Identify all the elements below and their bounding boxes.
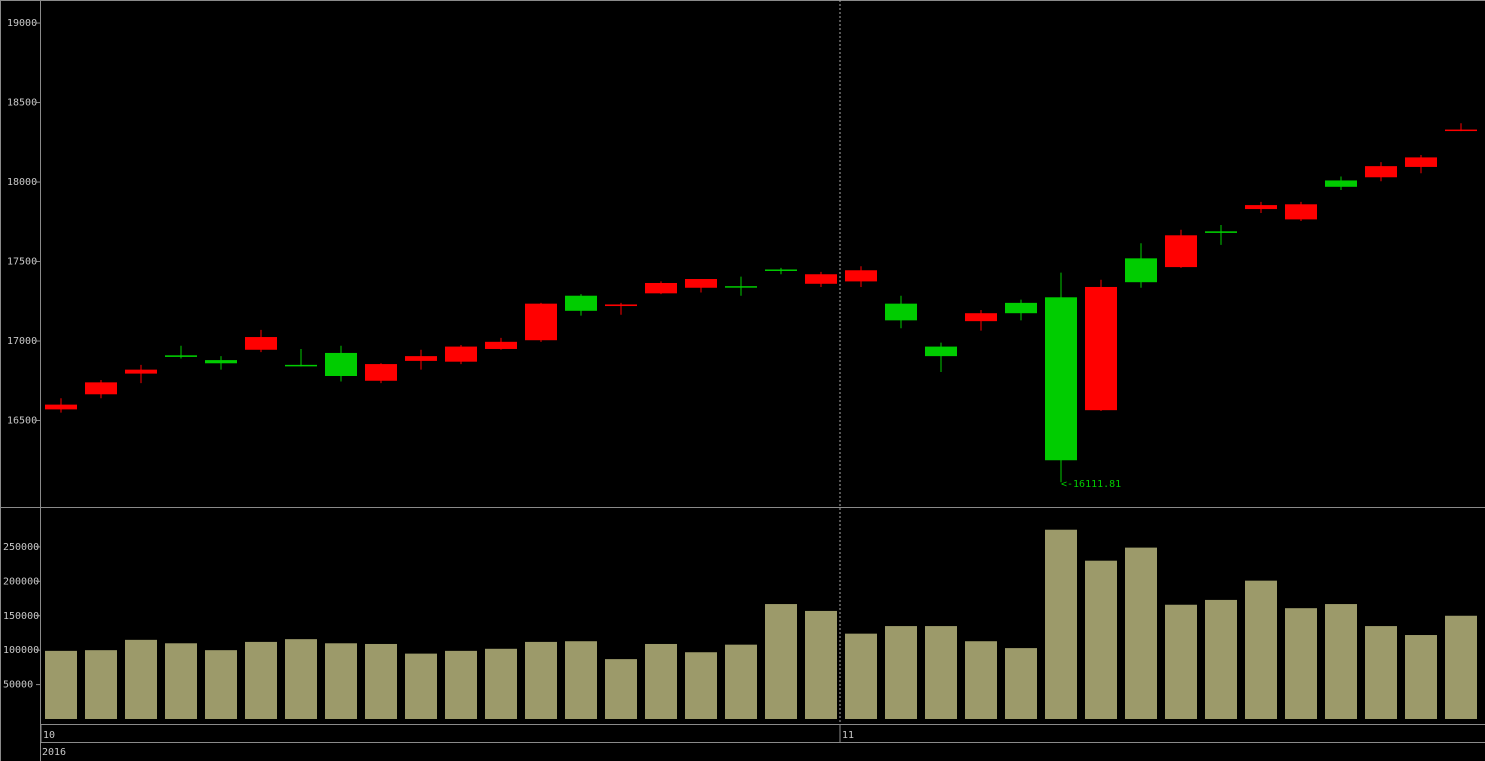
candle-body [1125, 258, 1157, 283]
volume-bar [845, 633, 877, 719]
year-label: 2016 [42, 747, 66, 758]
volume-bar [1365, 626, 1397, 719]
candle-body [1405, 157, 1437, 167]
volume-bar [685, 652, 717, 719]
y-tick-label: 50000 [3, 680, 33, 691]
candle-body [605, 304, 637, 307]
candle-body [725, 286, 757, 288]
candle-body [845, 270, 877, 282]
candle-body [1005, 302, 1037, 314]
y-tick-label: 17000 [7, 336, 37, 347]
y-tick-label: 200000 [3, 576, 39, 587]
volume-bar [205, 650, 237, 719]
volume-bar [925, 626, 957, 719]
candle-body [1245, 205, 1277, 210]
candle-body [445, 346, 477, 362]
candle-body [805, 274, 837, 284]
volume-bar [605, 659, 637, 719]
volume-bar [885, 626, 917, 719]
candle-body [205, 360, 237, 364]
volume-bar [1285, 608, 1317, 719]
volume-bar [965, 641, 997, 719]
y-tick-label: 250000 [3, 542, 39, 553]
candle-body [965, 313, 997, 322]
x-tick-label: 10 [43, 730, 55, 741]
candle-body [1085, 286, 1117, 411]
volume-bar [1085, 560, 1117, 719]
volume-bar [765, 604, 797, 719]
volume-bar [85, 650, 117, 719]
volume-bar [445, 650, 477, 719]
candle-body [1325, 180, 1357, 187]
candle-body [925, 346, 957, 357]
candle-body [525, 303, 557, 341]
y-tick-label: 18500 [7, 98, 37, 109]
volume-bar [1405, 635, 1437, 719]
y-tick-label: 17500 [7, 257, 37, 268]
y-tick-label: 100000 [3, 645, 39, 656]
volume-bar [325, 643, 357, 719]
candle-body [365, 364, 397, 381]
y-tick-label: 19000 [7, 18, 37, 29]
y-tick-label: 18000 [7, 177, 37, 188]
volume-bar [725, 644, 757, 719]
candle-body [125, 369, 157, 374]
low-annotation: <-16111.81 [1061, 479, 1121, 490]
candle-body [45, 404, 77, 410]
volume-bar [1445, 615, 1477, 719]
candle-body [1045, 297, 1077, 461]
volume-bar [1045, 529, 1077, 719]
candle-body [245, 337, 277, 350]
volume-bar [485, 648, 517, 719]
volume-bar [125, 639, 157, 719]
volume-bar [1245, 580, 1277, 719]
candle-body [1365, 166, 1397, 178]
volume-bar [805, 610, 837, 719]
candle-body [285, 364, 317, 367]
candle-body [1285, 204, 1317, 220]
candle-body [485, 341, 517, 349]
volume-bar [405, 653, 437, 719]
volume-bar [1125, 547, 1157, 719]
volume-bar [525, 641, 557, 719]
x-tick-label: 11 [842, 730, 854, 741]
candle-body [325, 352, 357, 376]
candle-body [645, 282, 677, 294]
candle-body [565, 295, 597, 311]
volume-bar [1205, 599, 1237, 719]
volume-bar [165, 643, 197, 719]
candle-body [685, 279, 717, 288]
candle-body [765, 269, 797, 271]
volume-bar [1005, 648, 1037, 719]
candle-body [85, 382, 117, 395]
candle-body [1445, 129, 1477, 132]
y-tick-label: 16500 [7, 416, 37, 427]
volume-bar [565, 641, 597, 719]
candle-body [1205, 231, 1237, 233]
candle-body [885, 303, 917, 321]
volume-bar [645, 643, 677, 719]
y-tick-label: 150000 [3, 611, 39, 622]
volume-bar [1165, 604, 1197, 719]
volume-bar [285, 639, 317, 719]
volume-bar [365, 643, 397, 719]
volume-bar [45, 650, 77, 719]
volume-bar [245, 641, 277, 719]
candle-body [165, 355, 197, 357]
candle-body [1165, 235, 1197, 268]
volume-bar [1325, 604, 1357, 719]
candle-body [405, 356, 437, 361]
